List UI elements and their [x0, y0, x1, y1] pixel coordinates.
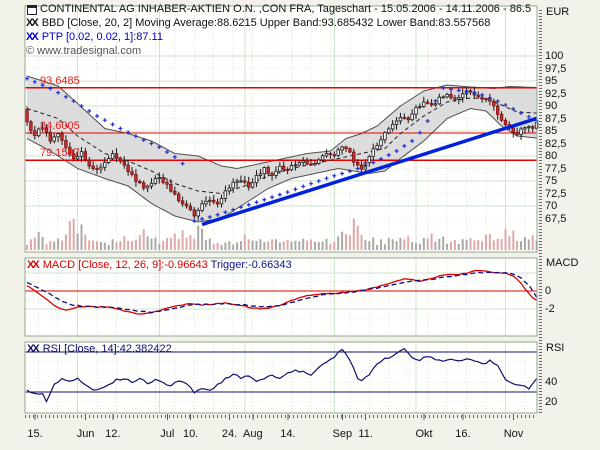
watermark: © www.tradesignal.com — [26, 45, 142, 57]
bbd-legend[interactable]: XX BBD [Close, 20, 2] Moving Average:88.6… — [26, 17, 490, 29]
price-axis-tick: 72,5 — [545, 187, 567, 200]
macd-indicator-icon: XX — [27, 259, 40, 271]
macd-axis-tick: 0 — [545, 285, 552, 297]
price-axis-tick: 67,5 — [545, 212, 567, 225]
price-axis-tick: 87,5 — [545, 112, 567, 125]
chart-title: CONTINENTAL AG INHABER-AKTIEN O.N. ,CON … — [40, 3, 532, 15]
date-axis-tick: 24. — [221, 428, 238, 440]
date-axis-tick: Aug — [243, 428, 263, 440]
price-axis-tick: 97,5 — [545, 62, 567, 75]
macd-legend[interactable]: XX MACD [Close, 12, 26, 9]:-0.96643 Trigg… — [27, 259, 292, 271]
date-axis-tick: Jun — [76, 428, 95, 440]
date-axis-tick: 11. — [358, 428, 373, 440]
macd-legend-text: MACD [Close, 12, 26, 9]:-0.96643 — [42, 259, 208, 271]
rsi-legend-text: RSI [Close, 14]:42.382422 — [42, 343, 172, 355]
rsi-legend[interactable]: XX RSI [Close, 14]:42.382422 — [27, 343, 172, 355]
price-axis-tick: 82,5 — [545, 137, 567, 150]
date-axis-tick: Sep — [332, 428, 353, 440]
date-axis-tick: 15. — [27, 428, 43, 440]
window-icon — [27, 5, 37, 15]
rsi-axis-tick: 40 — [545, 376, 558, 388]
rsi-axis-tick: 20 — [545, 396, 558, 408]
price-axis-tick: 100 — [545, 50, 564, 62]
date-axis-tick: 14. — [280, 428, 296, 440]
macd-axis-title: MACD — [546, 257, 579, 269]
ptp-legend-text: PTP [0.02, 0.02, 1]:87.11 — [41, 31, 163, 43]
trigger-legend-text: Trigger:-0.66343 — [210, 259, 292, 271]
horizontal-line-label[interactable]: 93.6485 — [40, 74, 80, 87]
price-axis-tick: 85 — [545, 125, 558, 137]
horizontal-line-label[interactable]: 79.1597 — [40, 147, 80, 160]
price-axis-tick: 92,5 — [545, 87, 567, 100]
bbd-indicator-icon: XX — [26, 17, 39, 29]
macd-axis-tick: -2 — [545, 303, 555, 315]
date-axis-tick: Okt — [415, 428, 433, 440]
copyright-icon: © — [26, 45, 35, 57]
horizontal-line-label[interactable]: 84.6005 — [40, 119, 80, 132]
price-axis-tick: 90 — [545, 100, 558, 112]
price-axis-tick: 95 — [545, 75, 558, 87]
date-axis-tick: 16. — [455, 428, 471, 440]
date-axis-tick: Nov — [503, 428, 524, 440]
date-axis-tick: 12. — [105, 428, 121, 440]
ptp-legend[interactable]: XX PTP [0.02, 0.02, 1]:87.11 — [26, 31, 163, 43]
y-axis-tickstrip — [539, 10, 542, 413]
price-axis-tick: 70 — [545, 200, 558, 212]
price-axis-tick: 77,5 — [545, 162, 567, 175]
rsi-axis-title: RSI — [546, 342, 565, 354]
date-axis-tick: Jul — [160, 428, 175, 440]
rsi-indicator-icon: XX — [27, 343, 40, 355]
price-axis-tick: 75 — [545, 175, 558, 187]
ptp-indicator-icon: XX — [26, 31, 39, 43]
currency-label: EUR — [546, 6, 570, 18]
x-axis-tickstrip — [25, 415, 537, 418]
price-axis-tick: 80 — [545, 150, 558, 162]
bbd-legend-text: BBD [Close, 20, 2] Moving Average:88.621… — [41, 17, 491, 29]
date-axis-tick: 10. — [182, 428, 199, 440]
